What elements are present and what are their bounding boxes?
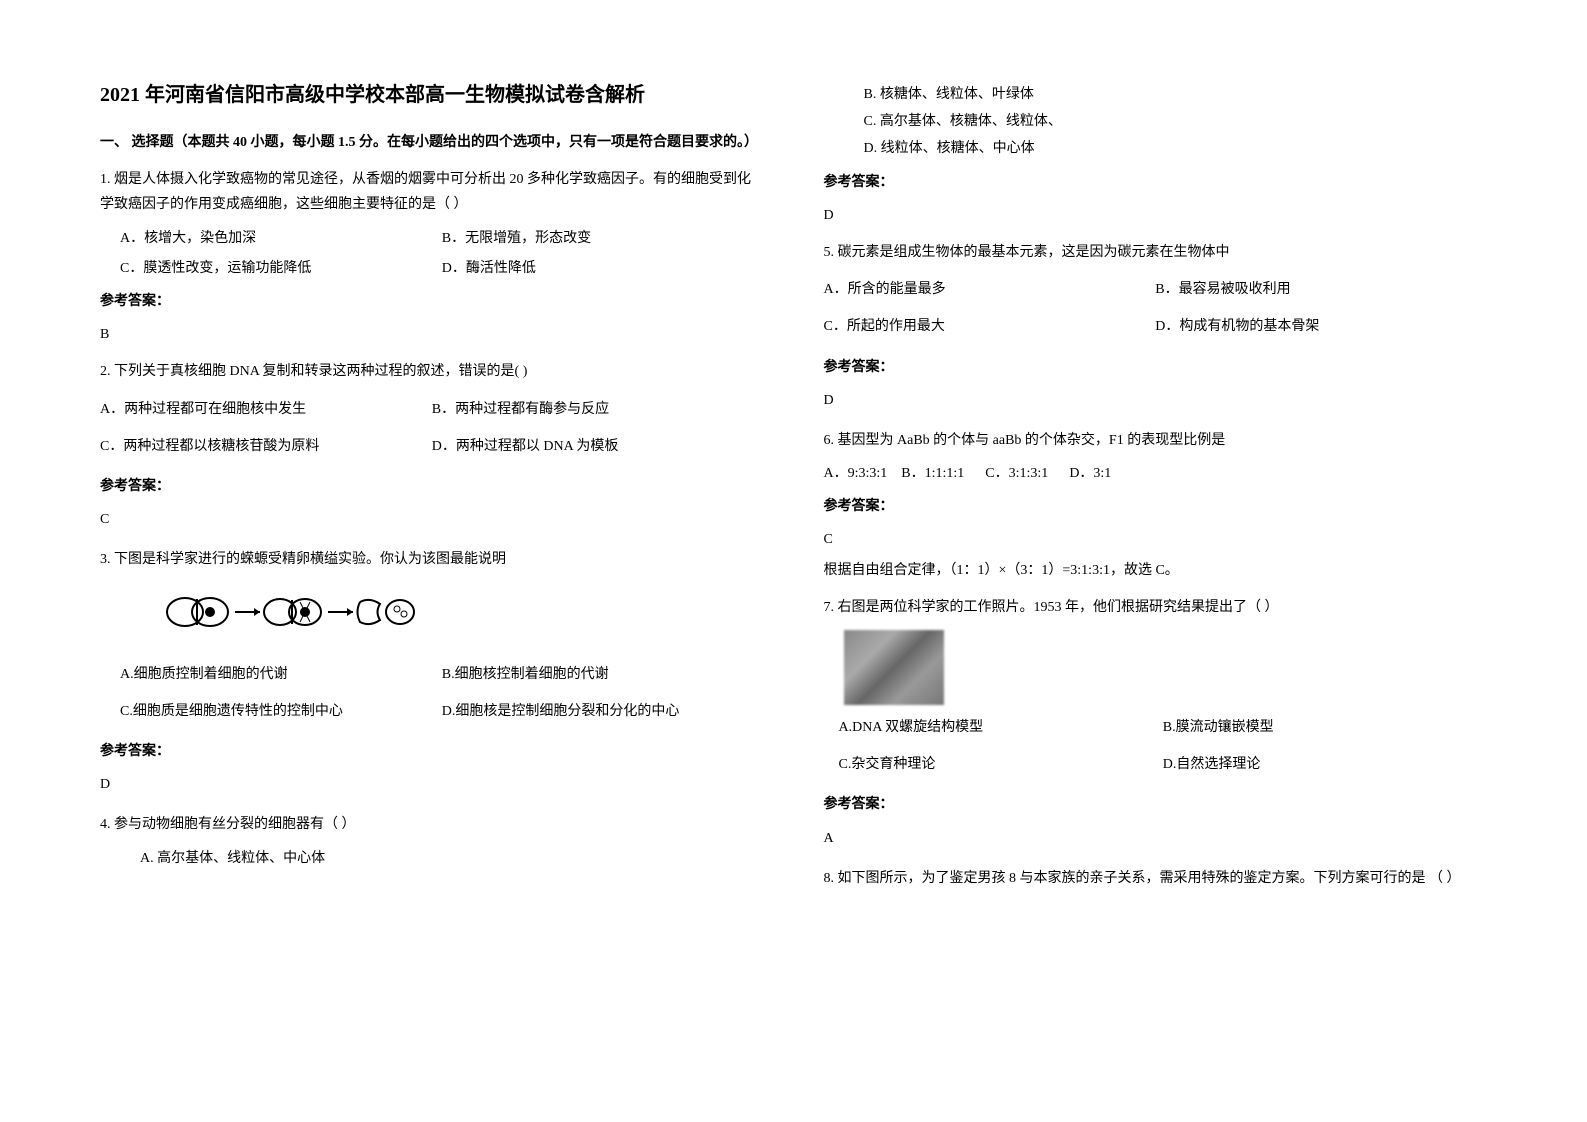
q6-opt-d: D．3:1 bbox=[1069, 466, 1111, 481]
question-5: 5. 碳元素是组成生物体的最基本元素，这是因为碳元素在生物体中 bbox=[824, 240, 1488, 265]
q6-opt-b: B．1:1:1:1 bbox=[901, 466, 964, 481]
q5-opt-c: C．所起的作用最大 bbox=[824, 314, 1156, 339]
question-6: 6. 基因型为 AaBb 的个体与 aaBb 的个体杂交，F1 的表现型比例是 bbox=[824, 428, 1488, 453]
q4-opt-a: A. 高尔基体、线粒体、中心体 bbox=[140, 846, 764, 871]
q5-opt-b: B．最容易被吸收利用 bbox=[1155, 277, 1487, 302]
q7-answer: A bbox=[824, 826, 1488, 851]
q3-answer: D bbox=[100, 772, 764, 797]
q3-answer-label: 参考答案： bbox=[100, 739, 764, 764]
q4-answer: D bbox=[824, 203, 1488, 228]
q1-opt-b: B．无限增殖，形态改变 bbox=[442, 226, 764, 251]
q6-options: A．9:3:3:1 B．1:1:1:1 C．3:1:3:1 D．3:1 bbox=[824, 461, 1488, 486]
q3-opt-c: C.细胞质是细胞遗传特性的控制中心 bbox=[120, 699, 442, 724]
q3-options: A.细胞质控制着细胞的代谢 B.细胞核控制着细胞的代谢 C.细胞质是细胞遗传特性… bbox=[120, 662, 764, 724]
q6-opt-a: A．9:3:3:1 bbox=[824, 466, 888, 481]
q5-opt-a: A．所含的能量最多 bbox=[824, 277, 1156, 302]
q7-opt-b: B.膜流动镶嵌模型 bbox=[1163, 715, 1487, 740]
q6-explanation: 根据自由组合定律，（1：1）×（3：1）=3:1:3:1，故选 C。 bbox=[824, 558, 1488, 583]
q1-answer-label: 参考答案： bbox=[100, 289, 764, 314]
q7-opt-a: A.DNA 双螺旋结构模型 bbox=[839, 715, 1163, 740]
q4-opt-c: C. 高尔基体、核糖体、线粒体、 bbox=[864, 109, 1488, 134]
q4-opt-d: D. 线粒体、核糖体、中心体 bbox=[864, 136, 1488, 161]
q5-answer-label: 参考答案： bbox=[824, 355, 1488, 380]
q6-answer: C bbox=[824, 527, 1488, 552]
q2-answer: C bbox=[100, 507, 764, 532]
question-7: 7. 右图是两位科学家的工作照片。1953 年，他们根据研究结果提出了（ ） bbox=[824, 595, 1488, 620]
q2-opt-c: C．两种过程都以核糖核苷酸为原料 bbox=[100, 434, 432, 459]
q2-answer-label: 参考答案： bbox=[100, 474, 764, 499]
right-column: B. 核糖体、线粒体、叶绿体 C. 高尔基体、核糖体、线粒体、 D. 线粒体、核… bbox=[824, 80, 1488, 899]
question-4: 4. 参与动物细胞有丝分裂的细胞器有（ ） bbox=[100, 812, 764, 837]
newt-diagram bbox=[160, 587, 764, 646]
scientists-photo bbox=[844, 630, 944, 705]
q7-answer-label: 参考答案： bbox=[824, 792, 1488, 817]
q7-opt-c: C.杂交育种理论 bbox=[839, 752, 1163, 777]
q3-opt-d: D.细胞核是控制细胞分裂和分化的中心 bbox=[442, 699, 764, 724]
q2-opt-a: A．两种过程都可在细胞核中发生 bbox=[100, 397, 432, 422]
left-column: 2021 年河南省信阳市高级中学校本部高一生物模拟试卷含解析 一、 选择题（本题… bbox=[100, 80, 764, 899]
q5-answer: D bbox=[824, 388, 1488, 413]
question-3: 3. 下图是科学家进行的蝾螈受精卵横缢实验。你认为该图最能说明 bbox=[100, 547, 764, 572]
q3-opt-a: A.细胞质控制着细胞的代谢 bbox=[120, 662, 442, 687]
exam-page: 2021 年河南省信阳市高级中学校本部高一生物模拟试卷含解析 一、 选择题（本题… bbox=[100, 80, 1487, 899]
q1-options: A．核增大，染色加深 B．无限增殖，形态改变 C．膜透性改变，运输功能降低 D．… bbox=[120, 226, 764, 281]
q7-opt-d: D.自然选择理论 bbox=[1163, 752, 1487, 777]
q4-answer-label: 参考答案： bbox=[824, 170, 1488, 195]
q1-opt-a: A．核增大，染色加深 bbox=[120, 226, 442, 251]
q6-opt-c: C．3:1:3:1 bbox=[985, 466, 1048, 481]
q2-opt-d: D．两种过程都以 DNA 为模板 bbox=[432, 434, 764, 459]
q6-answer-label: 参考答案： bbox=[824, 494, 1488, 519]
q4-opt-b: B. 核糖体、线粒体、叶绿体 bbox=[864, 82, 1488, 107]
section-heading: 一、 选择题（本题共 40 小题，每小题 1.5 分。在每小题给出的四个选项中，… bbox=[100, 130, 764, 155]
question-8: 8. 如下图所示，为了鉴定男孩 8 与本家族的亲子关系，需采用特殊的鉴定方案。下… bbox=[824, 866, 1488, 891]
exam-title: 2021 年河南省信阳市高级中学校本部高一生物模拟试卷含解析 bbox=[100, 80, 764, 110]
question-1: 1. 烟是人体摄入化学致癌物的常见途径，从香烟的烟雾中可分析出 20 多种化学致… bbox=[100, 167, 764, 217]
q1-opt-d: D．酶活性降低 bbox=[442, 256, 764, 281]
q1-opt-c: C．膜透性改变，运输功能降低 bbox=[120, 256, 442, 281]
q2-opt-b: B．两种过程都有酶参与反应 bbox=[432, 397, 764, 422]
q3-opt-b: B.细胞核控制着细胞的代谢 bbox=[442, 662, 764, 687]
question-2: 2. 下列关于真核细胞 DNA 复制和转录这两种过程的叙述，错误的是( ) bbox=[100, 359, 764, 384]
q1-answer: B bbox=[100, 322, 764, 347]
q5-opt-d: D．构成有机物的基本骨架 bbox=[1155, 314, 1487, 339]
